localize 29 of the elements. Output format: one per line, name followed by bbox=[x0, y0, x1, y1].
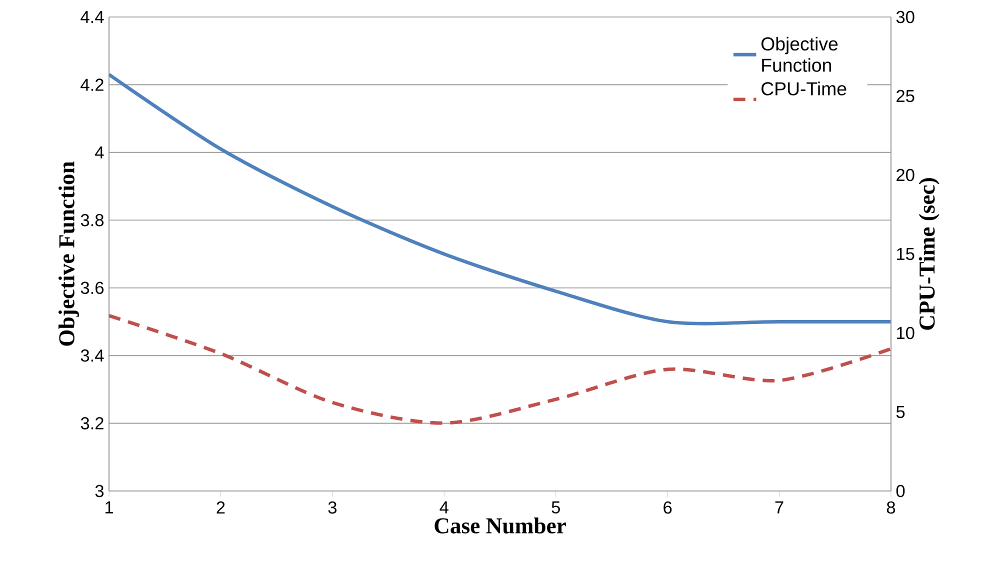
x-tick-label: 2 bbox=[216, 501, 225, 514]
x-tick-label: 1 bbox=[106, 501, 113, 514]
x-tick-label: 5 bbox=[552, 501, 560, 514]
y2-axis-title: CPU-Time (sec) bbox=[918, 178, 940, 330]
line-series bbox=[109, 314, 891, 425]
y-axis-title: Objective Function bbox=[58, 161, 80, 346]
y-tick-label: 3 bbox=[95, 484, 104, 498]
y2-tick-label: 20 bbox=[896, 168, 914, 182]
x-tick-label: 7 bbox=[775, 501, 784, 514]
x-tick-label: 8 bbox=[886, 501, 896, 514]
x-tick-label: 6 bbox=[664, 501, 672, 514]
y2-tick-label: 5 bbox=[896, 406, 905, 418]
y-tick-label: 4 bbox=[95, 146, 104, 158]
x-axis-title: Case Number bbox=[434, 517, 566, 534]
y2-tick-label: 15 bbox=[897, 248, 914, 260]
y-tick-label: 3.4 bbox=[80, 349, 104, 362]
y-tick-label: 3.6 bbox=[80, 282, 104, 294]
y2-tick-label: 25 bbox=[896, 90, 914, 102]
y-tick-label: 4.4 bbox=[80, 11, 104, 23]
y-tick-label: 4.2 bbox=[80, 78, 104, 91]
y-tick-label: 3.8 bbox=[80, 214, 104, 226]
y2-tick-label: 0 bbox=[896, 484, 905, 498]
legend-label: Objective Function bbox=[761, 36, 838, 72]
y2-tick-label: 10 bbox=[897, 326, 914, 340]
y2-tick-label: 30 bbox=[896, 10, 914, 24]
legend-label: CPU-Time bbox=[762, 82, 846, 96]
x-tick-label: 3 bbox=[328, 501, 336, 514]
x-tick-label: 4 bbox=[440, 501, 448, 514]
y-tick-label: 3.2 bbox=[80, 417, 104, 430]
